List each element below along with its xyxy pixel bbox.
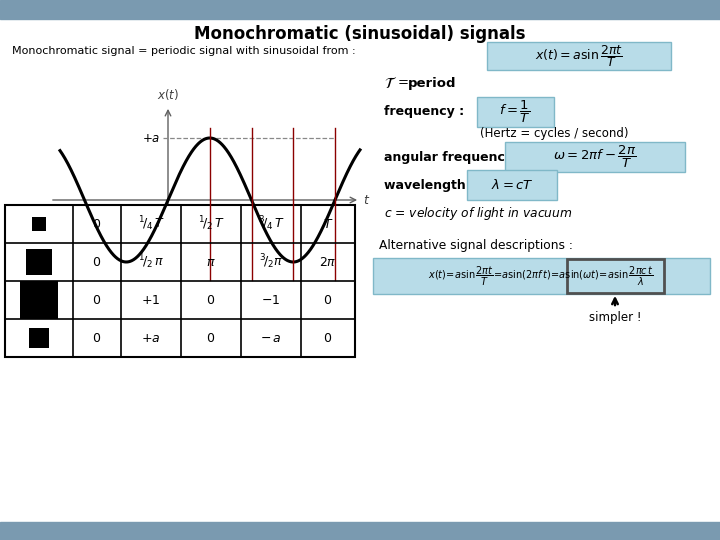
Text: $^3\!/_{4}\,T$: $^3\!/_{4}\,T$ xyxy=(258,214,284,233)
FancyBboxPatch shape xyxy=(477,97,554,127)
Text: $\omega = 2\pi f - \dfrac{2\pi}{T}$: $\omega = 2\pi f - \dfrac{2\pi}{T}$ xyxy=(554,144,636,170)
Text: Monochromatic (sinusoidal) signals: Monochromatic (sinusoidal) signals xyxy=(194,25,526,43)
Text: $^3\!/_{2}\pi$: $^3\!/_{2}\pi$ xyxy=(259,253,283,271)
Text: Alternative signal descriptions :: Alternative signal descriptions : xyxy=(379,239,573,252)
Text: =: = xyxy=(398,77,413,90)
Bar xyxy=(0,0,720,19)
Text: Monochromatic signal = periodic signal with sinusoidal from :: Monochromatic signal = periodic signal w… xyxy=(12,46,356,56)
Text: $-1$: $-1$ xyxy=(261,294,281,307)
Text: $f = \dfrac{1}{T}$: $f = \dfrac{1}{T}$ xyxy=(499,99,531,125)
Text: $+1$: $+1$ xyxy=(141,294,161,307)
Text: $c$ = velocity of light in vacuum: $c$ = velocity of light in vacuum xyxy=(384,205,572,221)
Text: simpler !: simpler ! xyxy=(589,312,642,325)
Bar xyxy=(29,328,49,348)
Text: 0: 0 xyxy=(173,207,181,220)
Text: $T$: $T$ xyxy=(338,207,348,220)
Text: $+a$: $+a$ xyxy=(141,332,161,345)
FancyBboxPatch shape xyxy=(487,42,671,70)
Bar xyxy=(26,249,52,275)
Text: period: period xyxy=(408,77,456,90)
Text: $^1\!/_{2}\,\pi$: $^1\!/_{2}\,\pi$ xyxy=(138,253,164,271)
Text: $t$: $t$ xyxy=(363,193,370,206)
Text: $T$: $T$ xyxy=(323,218,333,231)
Text: $0$: $0$ xyxy=(92,255,102,268)
Text: wavelength :: wavelength : xyxy=(384,179,475,192)
Text: (Hertz = cycles / second): (Hertz = cycles / second) xyxy=(480,127,629,140)
Text: $2\pi$: $2\pi$ xyxy=(319,255,337,268)
Text: $x(t)\!=\!a\sin\dfrac{2\pi t}{T}\!=\!a\sin(2\pi f\,t)\!=\!a\sin(\omega t)\!=\!a\: $x(t)\!=\!a\sin\dfrac{2\pi t}{T}\!=\!a\s… xyxy=(428,265,654,287)
Text: $+a$: $+a$ xyxy=(142,132,160,145)
Text: angular frequency :: angular frequency : xyxy=(384,151,523,164)
Text: $\lambda = c T$: $\lambda = c T$ xyxy=(490,178,534,192)
Text: $^1\!/_{2}\,T$: $^1\!/_{2}\,T$ xyxy=(197,214,225,233)
Text: Aristotle University of Thessaloniki – Department of Geodesy and Surveying: Aristotle University of Thessaloniki – D… xyxy=(8,5,405,15)
Text: frequency :: frequency : xyxy=(384,105,464,118)
Text: $0$: $0$ xyxy=(323,332,333,345)
Text: Signals and Spectral Methods in Geoinformatics: Signals and Spectral Methods in Geoinfor… xyxy=(462,526,712,536)
Text: $-\,a$: $-\,a$ xyxy=(261,332,282,345)
Text: $0$: $0$ xyxy=(323,294,333,307)
Text: $0$: $0$ xyxy=(207,332,215,345)
Text: A. Dermanis: A. Dermanis xyxy=(8,526,72,536)
FancyBboxPatch shape xyxy=(567,259,664,293)
Text: $0$: $0$ xyxy=(92,218,102,231)
FancyBboxPatch shape xyxy=(467,170,557,200)
Text: $0$: $0$ xyxy=(207,294,215,307)
Text: $\mathcal{T}$: $\mathcal{T}$ xyxy=(384,76,397,91)
FancyBboxPatch shape xyxy=(373,258,710,294)
Bar xyxy=(32,217,46,231)
Text: $^1\!/_{4}\,T$: $^1\!/_{4}\,T$ xyxy=(138,214,164,233)
Bar xyxy=(5,205,355,357)
Text: $-a$: $-a$ xyxy=(142,255,160,268)
Text: $0$: $0$ xyxy=(92,294,102,307)
Bar xyxy=(20,281,58,319)
Text: $\pi$: $\pi$ xyxy=(206,255,216,268)
Bar xyxy=(0,522,720,540)
Text: $x(t)$: $x(t)$ xyxy=(157,87,179,102)
Text: $0$: $0$ xyxy=(92,332,102,345)
Text: $x(t) = a\sin\dfrac{2\pi t}{T}$: $x(t) = a\sin\dfrac{2\pi t}{T}$ xyxy=(535,43,623,69)
FancyBboxPatch shape xyxy=(505,142,685,172)
